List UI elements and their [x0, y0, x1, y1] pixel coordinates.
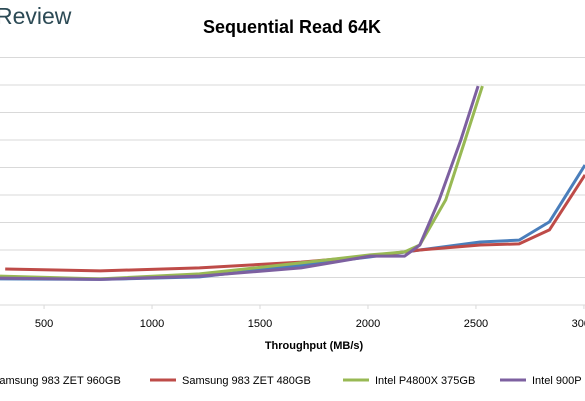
x-tick-label: 1500	[248, 318, 272, 330]
x-tick-label: 2500	[464, 318, 488, 330]
x-tick-label: 3000	[572, 318, 585, 330]
legend-label: Intel P4800X 375GB	[375, 375, 475, 387]
x-axis-label: Throughput (MB/s)	[265, 340, 364, 352]
series-line	[0, 85, 480, 281]
legend-label: Samsung 983 ZET 480GB	[182, 375, 311, 387]
logo: Review	[0, 3, 72, 29]
x-tick-label: 2000	[356, 318, 380, 330]
x-tick-label: 500	[35, 318, 53, 330]
legend-label: Intel 900P	[532, 375, 582, 387]
x-tick-label: 1000	[140, 318, 164, 330]
legend-label: Samsung 983 ZET 960GB	[0, 375, 121, 387]
chart-title: Sequential Read 64K	[203, 17, 381, 37]
